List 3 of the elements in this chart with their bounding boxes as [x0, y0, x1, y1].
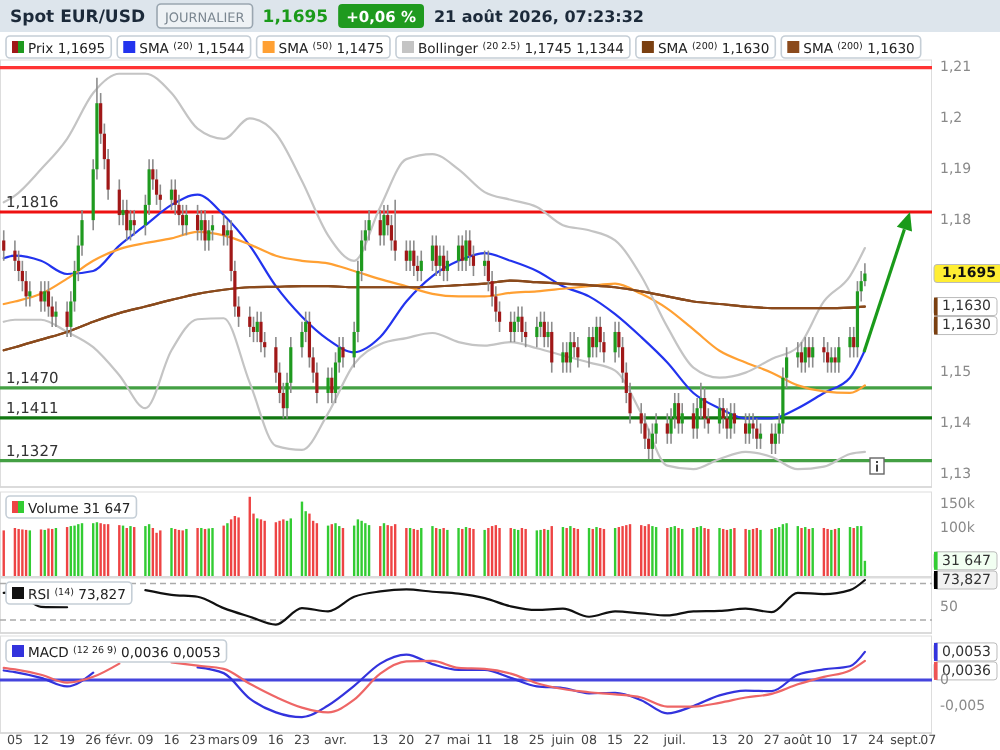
text: 1,1695 [262, 8, 329, 28]
chart-title: Spot EUR/USD [10, 8, 146, 28]
text: 21 août 2026, 07:23:32 [434, 8, 645, 26]
